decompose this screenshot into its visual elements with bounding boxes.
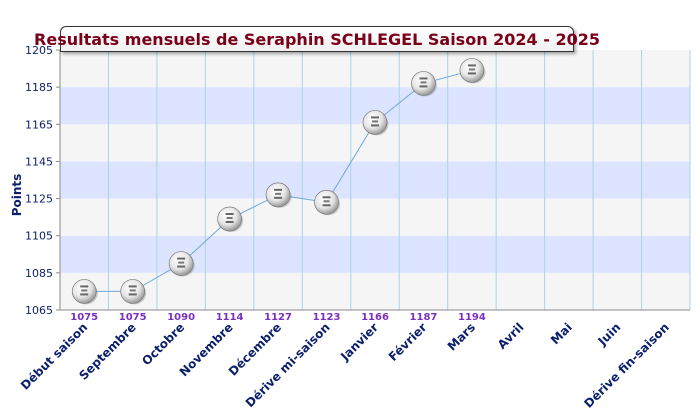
value-label: 1075 xyxy=(70,312,98,323)
series-markers xyxy=(71,58,486,305)
ball-logo-mark xyxy=(372,120,378,123)
y-tick-label: 1085 xyxy=(25,267,53,280)
ball-logo-mark xyxy=(323,200,330,203)
ball-logo-mark xyxy=(225,221,234,223)
ball-logo-mark xyxy=(274,188,283,191)
ball-logo-mark xyxy=(226,217,233,219)
plot-bands xyxy=(60,50,690,310)
ball-logo-mark xyxy=(371,116,379,119)
data-point xyxy=(71,279,98,305)
ball-logo-mark xyxy=(420,81,427,84)
x-tick-label: Janvier xyxy=(337,320,381,364)
x-tick-label: Juin xyxy=(595,320,624,349)
x-tick-label: Mai xyxy=(548,320,575,347)
plot-band xyxy=(60,272,690,310)
x-tick-label: Avril xyxy=(495,320,527,352)
ball-logo-mark xyxy=(419,85,428,88)
ball-logo-mark xyxy=(177,265,186,268)
data-point xyxy=(265,182,292,208)
value-label: 1090 xyxy=(167,312,195,323)
y-tick-label: 1105 xyxy=(25,230,53,243)
y-tick-label: 1185 xyxy=(25,81,53,94)
data-point xyxy=(362,110,389,136)
ball-logo-mark xyxy=(80,285,89,288)
y-tick-label: 1145 xyxy=(25,155,53,168)
plot-band xyxy=(60,198,690,236)
y-tick-labels: 1065 1085 1105 1125 1145 1165 1185 1205 xyxy=(25,44,60,317)
y-tick-label: 1125 xyxy=(25,193,53,206)
ball-logo-mark xyxy=(274,196,283,199)
value-label: 1127 xyxy=(264,312,292,323)
axes xyxy=(59,50,690,311)
ball-logo-mark xyxy=(419,77,428,80)
data-point xyxy=(168,251,195,277)
x-tick-label: Octobre xyxy=(139,320,187,368)
ball-logo-mark xyxy=(468,68,475,71)
ball-logo-mark xyxy=(128,285,137,288)
ball-logo-mark xyxy=(467,72,476,75)
ball-logo-mark xyxy=(225,213,234,215)
ball-logo-mark xyxy=(80,293,89,296)
chart-title: Resultats mensuels de Seraphin SCHLEGEL … xyxy=(34,26,600,52)
vertical-gridlines xyxy=(107,50,691,310)
ball-logo-mark xyxy=(128,293,137,296)
ball-logo-mark xyxy=(177,257,186,260)
ball-logo-mark xyxy=(275,192,282,195)
plot-band xyxy=(60,235,690,273)
value-labels: 1075 1075 1090 1114 1127 1123 1166 1187 1194 xyxy=(70,312,486,323)
data-point xyxy=(217,206,244,232)
ball-logo-mark xyxy=(129,289,136,292)
y-tick-label: 1205 xyxy=(25,44,53,57)
plot-band xyxy=(60,161,690,199)
y-tick-label: 1065 xyxy=(25,304,53,317)
ball-logo-mark xyxy=(467,64,476,67)
y-tick-label: 1165 xyxy=(25,118,53,131)
x-tick-label: Dérive fin-saison xyxy=(581,320,671,410)
value-label: 1075 xyxy=(119,312,147,323)
plot-band xyxy=(60,50,690,88)
ball-logo-mark xyxy=(178,261,185,264)
x-tick-label: Février xyxy=(386,320,430,364)
value-label: 1194 xyxy=(458,312,486,323)
x-tick-label: Mars xyxy=(445,320,478,353)
y-axis-label: Points xyxy=(10,173,24,217)
data-point xyxy=(411,71,437,97)
value-label: 1187 xyxy=(410,312,438,323)
value-label: 1123 xyxy=(313,312,341,323)
data-point xyxy=(120,279,147,305)
x-tick-label: Dérive mi-saison xyxy=(243,320,333,410)
ball-logo-mark xyxy=(81,289,88,292)
data-point xyxy=(459,58,486,84)
x-tick-label: Début saison xyxy=(18,320,90,392)
data-point xyxy=(314,189,341,216)
value-label: 1166 xyxy=(361,312,389,323)
value-label: 1114 xyxy=(216,312,244,323)
ball-logo-mark xyxy=(371,124,379,127)
ball-logo-mark xyxy=(322,196,331,199)
ball-logo-mark xyxy=(322,204,331,207)
